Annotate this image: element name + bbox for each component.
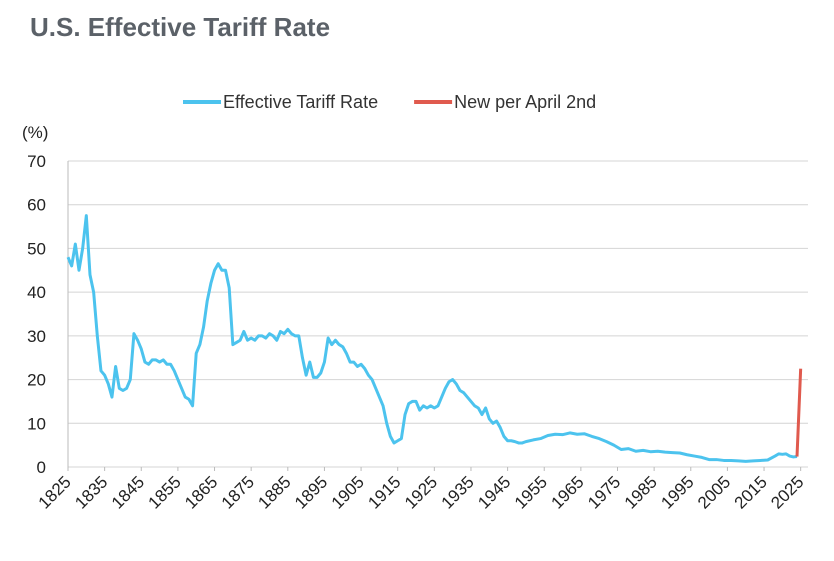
y-tick-label: 70 xyxy=(27,152,46,171)
y-tick-label: 60 xyxy=(27,196,46,215)
x-tick-label: 1845 xyxy=(108,472,148,512)
x-tick-label: 1945 xyxy=(474,472,514,512)
x-tick-label: 1895 xyxy=(291,472,331,512)
x-tick-label: 1905 xyxy=(328,472,368,512)
x-tick-label: 1995 xyxy=(657,472,697,512)
legend-label: Effective Tariff Rate xyxy=(223,92,378,112)
x-tick-label: 2025 xyxy=(767,472,807,512)
series-line xyxy=(66,214,798,463)
x-tick-label: 1925 xyxy=(401,472,441,512)
y-tick-label: 40 xyxy=(27,283,46,302)
x-tick-label: 1975 xyxy=(584,472,624,512)
x-tick-label: 1985 xyxy=(621,472,661,512)
x-tick-label: 2005 xyxy=(694,472,734,512)
y-tick-label: 30 xyxy=(27,327,46,346)
y-tick-label: 10 xyxy=(27,414,46,433)
x-tick-label: 1955 xyxy=(511,472,551,512)
series-line xyxy=(795,368,803,457)
x-tick-label: 1915 xyxy=(364,472,404,512)
y-tick-label: 0 xyxy=(37,458,46,477)
legend-label: New per April 2nd xyxy=(454,92,596,112)
x-tick-label: 1865 xyxy=(181,472,221,512)
y-axis-label: (%) xyxy=(22,123,48,142)
x-tick-label: 1835 xyxy=(71,472,111,512)
x-tick-label: 1825 xyxy=(35,472,75,512)
x-tick-label: 1855 xyxy=(145,472,185,512)
chart-title: U.S. Effective Tariff Rate xyxy=(30,12,330,42)
y-tick-label: 20 xyxy=(27,371,46,390)
x-tick-label: 1935 xyxy=(438,472,478,512)
x-tick-label: 2015 xyxy=(731,472,771,512)
x-tick-label: 1875 xyxy=(218,472,258,512)
x-tick-label: 1965 xyxy=(548,472,588,512)
y-tick-label: 50 xyxy=(27,239,46,258)
x-tick-label: 1885 xyxy=(254,472,294,512)
